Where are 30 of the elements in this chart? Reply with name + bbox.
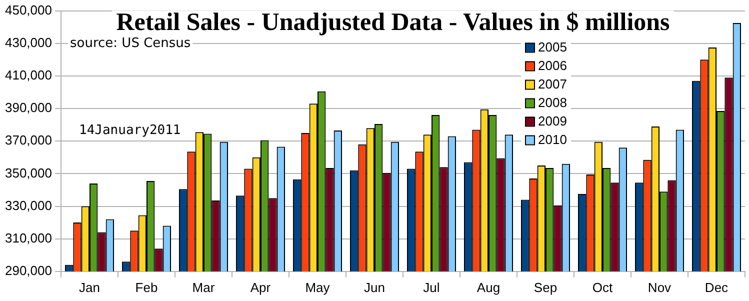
legend-label: 2008 (538, 94, 567, 110)
annotation: 14January2011 (79, 123, 181, 138)
x-tick-label: Apr (250, 280, 272, 295)
x-tick-label: Jan (79, 280, 100, 295)
annotation: source: US Census (70, 36, 191, 51)
y-tick-label: 370,000 (4, 132, 52, 148)
legend-label: 2010 (538, 132, 567, 147)
x-tick-label: Dec (704, 280, 729, 295)
legend-label: 2005 (538, 39, 567, 54)
y-tick-label: 450,000 (4, 2, 52, 18)
y-tick-label: 330,000 (4, 198, 52, 213)
legend-label: 2009 (538, 113, 567, 128)
x-tick-label: Jul (423, 280, 440, 295)
y-tick-label: 290,000 (4, 262, 52, 278)
x-tick-label: May (305, 280, 330, 295)
legend-label: 2006 (538, 58, 567, 73)
chart-title: Retail Sales - Unadjusted Data - Values in $ millions (116, 8, 670, 36)
y-tick-label: 390,000 (4, 100, 52, 116)
y-tick-label: 430,000 (4, 34, 52, 50)
x-tick-label: Sep (534, 280, 558, 295)
legend-label: 2007 (538, 76, 567, 92)
x-tick-label: Aug (476, 280, 500, 295)
y-tick-label: 350,000 (4, 165, 52, 180)
x-tick-label: Nov (648, 280, 672, 295)
y-tick-label: 410,000 (4, 68, 52, 83)
x-tick-label: Mar (192, 280, 216, 295)
x-tick-label: Feb (135, 280, 158, 295)
y-tick-label: 310,000 (4, 230, 52, 246)
x-tick-label: Oct (592, 280, 613, 295)
x-tick-label: Jun (364, 280, 385, 295)
